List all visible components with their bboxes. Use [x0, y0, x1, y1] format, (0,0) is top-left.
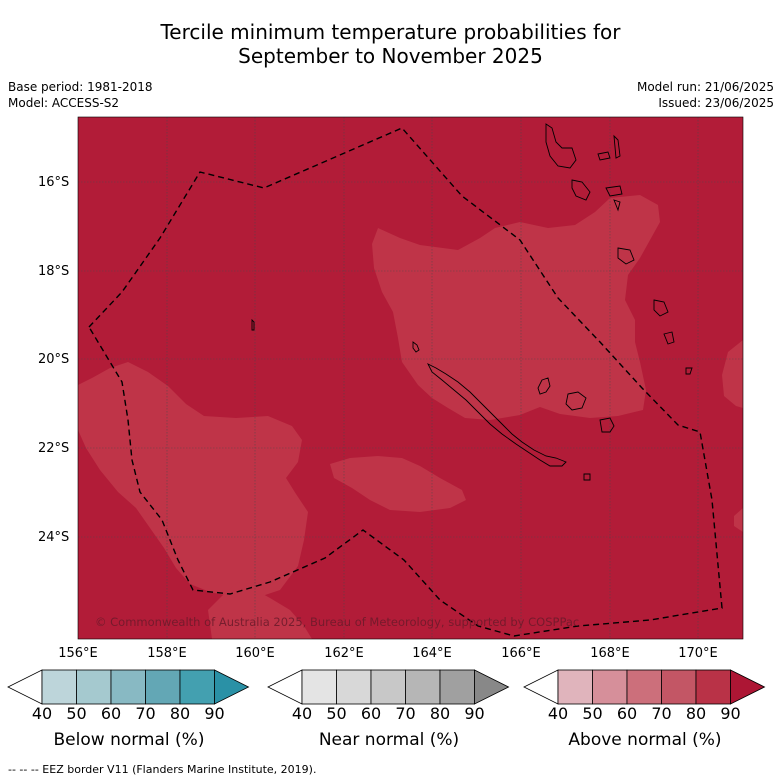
below-colorbar-segment	[76, 669, 112, 705]
lon-label-156e: 156°E	[58, 646, 98, 661]
gridlines	[78, 117, 743, 639]
below-colorbar-tick-label: 90	[204, 704, 225, 723]
loyalty-islands-ouvea	[537, 377, 551, 395]
vanuatu-ambae	[597, 151, 611, 161]
above-colorbar-tick-label: 80	[685, 704, 707, 723]
near-colorbar-extend-high	[474, 669, 510, 705]
colorbars	[7, 669, 766, 705]
near-colorbar-tick-label: 60	[360, 704, 382, 723]
above-normal-80-region-se-edge	[722, 340, 743, 408]
below-colorbar-tick-label: 40	[31, 704, 53, 723]
lon-label-170e: 170°E	[678, 646, 718, 661]
above-colorbar-tick-label: 90	[720, 704, 741, 723]
below-normal-label: Below normal (%)	[53, 730, 205, 750]
above-colorbar-tick-label: 40	[547, 704, 569, 723]
meta-left: Base period: 1981-2018 Model: ACCESS-S2	[8, 79, 153, 111]
lon-label-168e: 168°E	[590, 646, 630, 661]
eez-legend-footer: -- -- -- EEZ border V11 (Flanders Marine…	[8, 763, 317, 776]
near-colorbar-tick-label: 70	[395, 704, 416, 723]
coastlines	[251, 123, 693, 481]
base-period-text: Base period: 1981-2018	[8, 80, 153, 94]
above-normal-80-region-se-small	[734, 508, 743, 532]
meta-right: Model run: 21/06/2025 Issued: 23/06/2025	[637, 79, 774, 111]
below-colorbar-segment	[179, 669, 215, 705]
loyalty-islands-mare	[599, 417, 615, 433]
above-normal-80-region-south	[208, 582, 312, 639]
above-colorbar-segment	[695, 669, 731, 705]
near-colorbar-segment	[370, 669, 406, 705]
above-normal-80-region-east	[372, 195, 660, 420]
issued-text: Issued: 23/06/2025	[658, 96, 774, 110]
loyalty-islands-lifou	[565, 391, 587, 411]
below-colorbar-tick-label: 50	[66, 704, 87, 723]
chart-title: Tercile minimum temperature probabilitie…	[0, 20, 781, 68]
above-colorbar-segment	[661, 669, 697, 705]
lat-label-20s: 20°S	[38, 352, 70, 367]
near-colorbar-tick-label: 90	[464, 704, 485, 723]
vanuatu-malakula	[571, 179, 591, 201]
near-colorbar-segment	[405, 669, 441, 705]
below-colorbar-extend-high	[214, 669, 250, 705]
near-colorbar-segment	[301, 669, 337, 705]
belep-islands	[412, 341, 420, 353]
vanuatu-aneityum	[685, 367, 693, 375]
above-colorbar-segment	[557, 669, 593, 705]
colorbar-near	[267, 669, 510, 705]
colorbar-below	[7, 669, 250, 705]
below-colorbar-tick-label: 60	[100, 704, 122, 723]
lon-label-164e: 164°E	[412, 646, 452, 661]
vanuatu-epi	[613, 199, 621, 212]
below-colorbar-segment	[145, 669, 181, 705]
below-colorbar-tick-label: 80	[169, 704, 191, 723]
isle-of-pines	[583, 473, 591, 481]
near-colorbar-tick-label: 80	[429, 704, 451, 723]
vanuatu-espiritu-santo	[545, 123, 577, 169]
lat-label-16s: 16°S	[38, 175, 70, 190]
below-colorbar-segment	[110, 669, 146, 705]
model-text: Model: ACCESS-S2	[8, 96, 120, 110]
near-normal-label: Near normal (%)	[318, 730, 460, 750]
below-colorbar-extend-low	[7, 669, 43, 705]
copyright-text: © Commonwealth of Australia 2025, Bureau…	[95, 615, 579, 629]
vanuatu-ambrym	[605, 185, 623, 197]
eez-border	[88, 127, 723, 637]
near-colorbar-extend-low	[267, 669, 303, 705]
new-caledonia-coastline	[426, 362, 567, 467]
lon-label-166e: 166°E	[501, 646, 541, 661]
vanuatu-efate	[617, 247, 635, 265]
title-line-1: Tercile minimum temperature probabilitie…	[160, 20, 621, 44]
above-colorbar-extend-low	[523, 669, 559, 705]
map-area: © Commonwealth of Australia 2025, Bureau…	[78, 117, 743, 639]
title-line-2: September to November 2025	[238, 44, 543, 68]
near-colorbar-tick-label: 40	[291, 704, 313, 723]
near-colorbar-segment	[439, 669, 475, 705]
lon-label-160e: 160°E	[235, 646, 275, 661]
above-colorbar-tick-label: 60	[616, 704, 638, 723]
near-colorbar-tick-label: 50	[326, 704, 347, 723]
chesterfield-islands	[251, 318, 255, 331]
below-colorbar-segment	[41, 669, 77, 705]
lon-label-158e: 158°E	[147, 646, 187, 661]
above-normal-80-region-west	[78, 362, 308, 598]
lat-label-24s: 24°S	[38, 530, 70, 545]
model-run-text: Model run: 21/06/2025	[636, 80, 774, 94]
lat-label-18s: 18°S	[38, 264, 70, 279]
above-colorbar-tick-label: 50	[582, 704, 603, 723]
vanuatu-pentecost	[613, 134, 621, 159]
vanuatu-tanna	[663, 331, 675, 345]
above-colorbar-segment	[626, 669, 662, 705]
lat-label-22s: 22°S	[38, 441, 70, 456]
below-colorbar-tick-label: 70	[135, 704, 156, 723]
lon-label-162e: 162°E	[324, 646, 364, 661]
above-normal-label: Above normal (%)	[568, 730, 722, 750]
near-colorbar-segment	[336, 669, 372, 705]
above-colorbar-segment	[592, 669, 628, 705]
vanuatu-erromango	[653, 299, 669, 317]
map-frame	[77, 116, 744, 640]
above-colorbar-tick-label: 70	[651, 704, 672, 723]
above-colorbar-extend-high	[730, 669, 766, 705]
colorbar-above	[523, 669, 766, 705]
